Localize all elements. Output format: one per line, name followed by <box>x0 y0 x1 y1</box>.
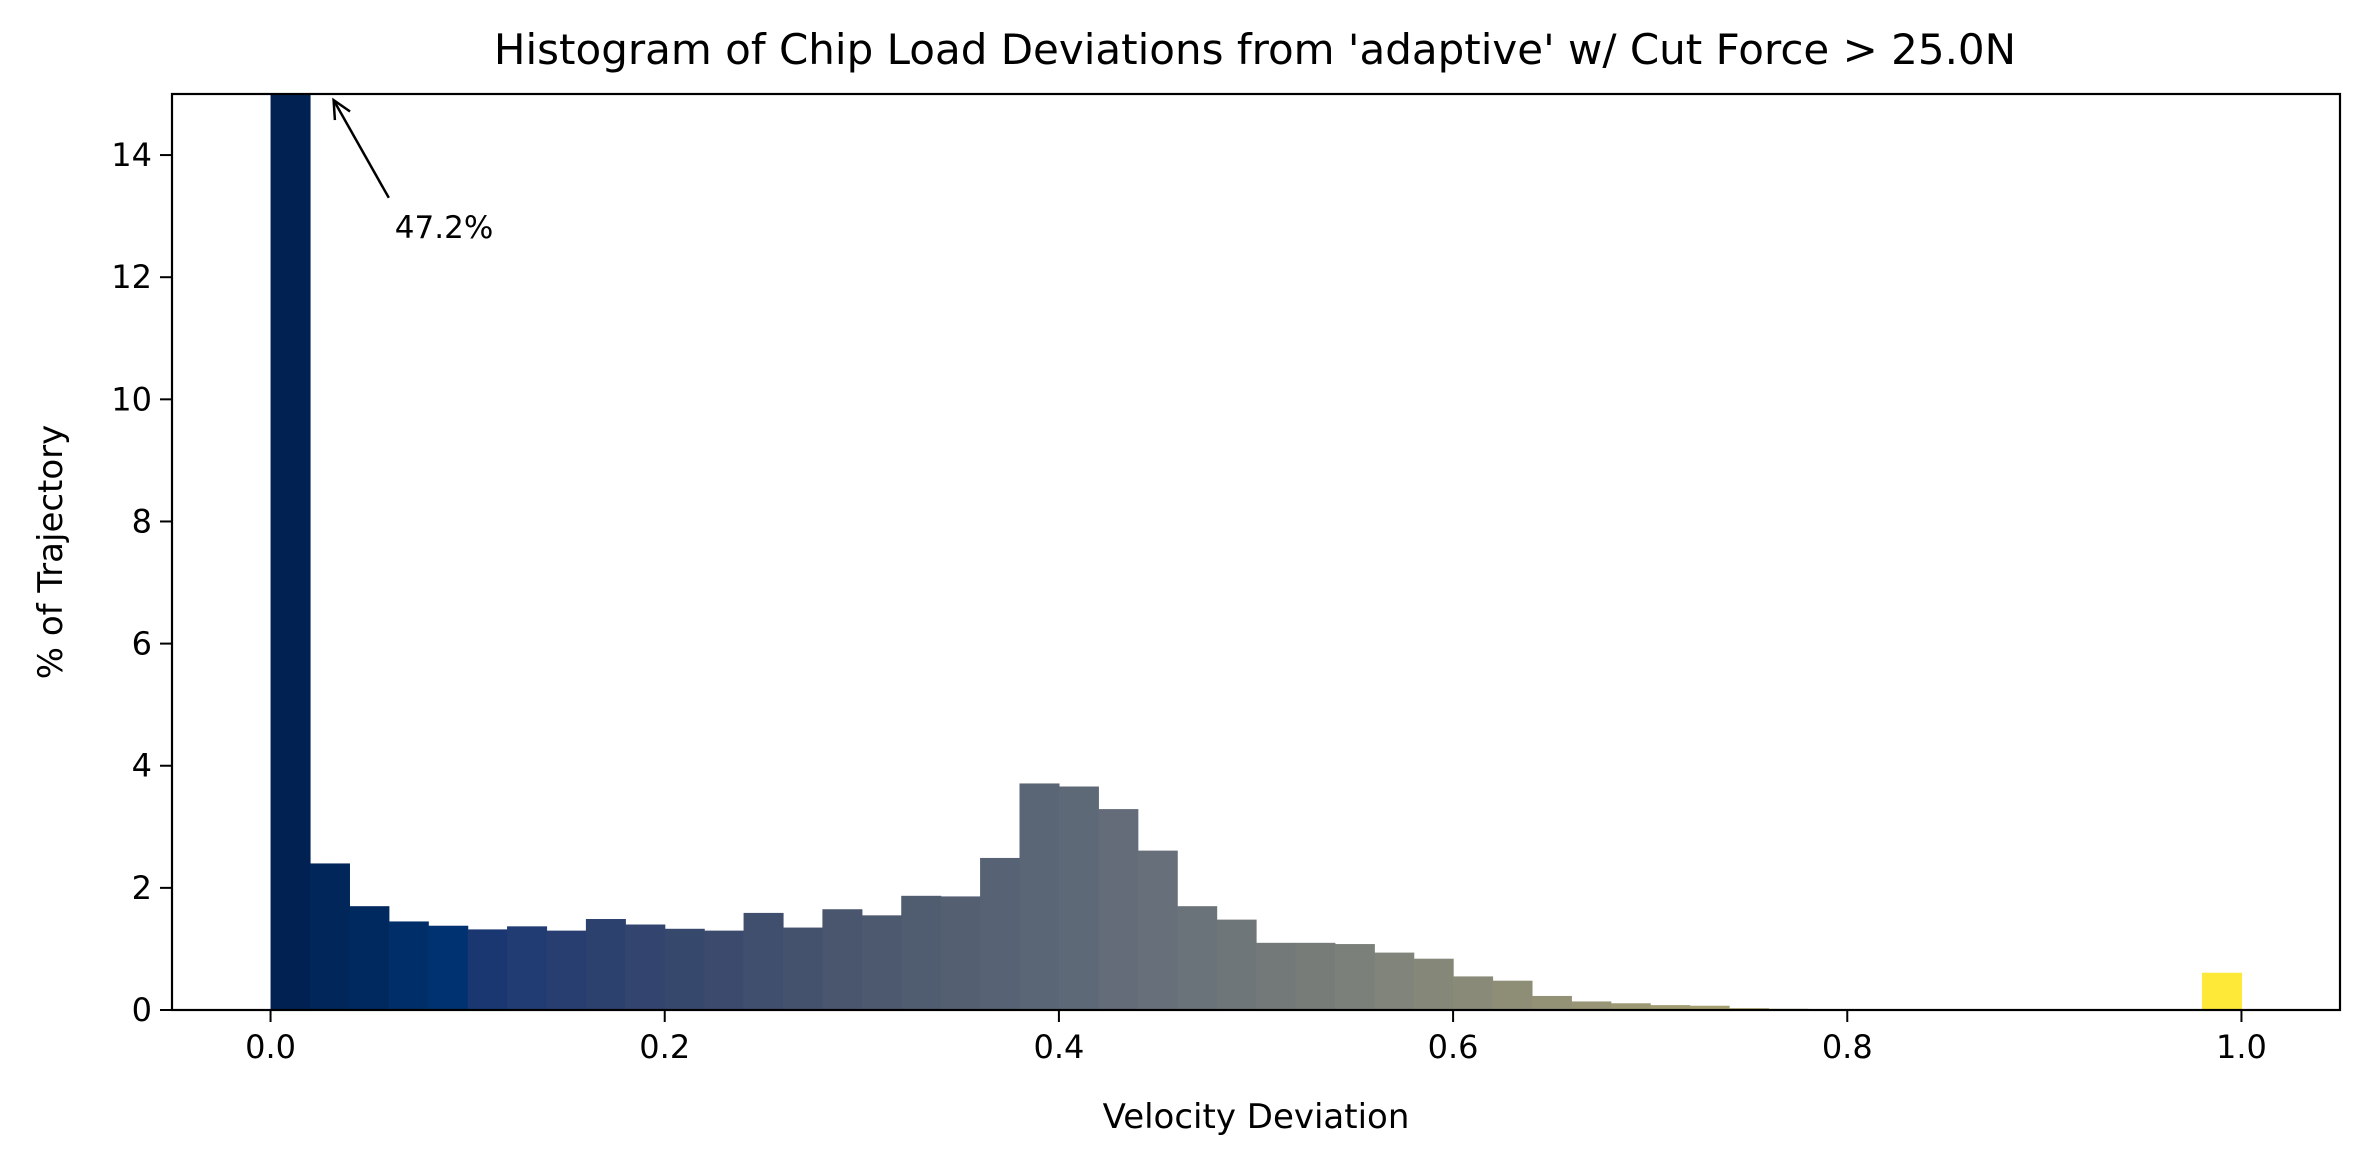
x-tick-label: 0.6 <box>1428 1028 1479 1066</box>
histogram-bar <box>1334 944 1375 1010</box>
y-tick-label: 2 <box>132 869 152 907</box>
x-tick-label: 0.0 <box>245 1028 296 1066</box>
y-tick-label: 12 <box>111 258 152 296</box>
x-tick-label: 0.4 <box>1033 1028 1084 1066</box>
y-axis-label: % of Trajectory <box>31 425 71 680</box>
annotation-arrow-line <box>332 99 390 199</box>
histogram-bar <box>2202 972 2243 1010</box>
histogram-bar <box>980 857 1021 1010</box>
histogram-bar <box>1413 958 1454 1010</box>
plot-frame <box>170 92 2342 1012</box>
annotation-arrow-head <box>332 97 351 121</box>
annotation-label: 47.2% <box>395 210 493 246</box>
chart-title: Histogram of Chip Load Deviations from '… <box>494 25 2016 74</box>
histogram-bar <box>1256 942 1297 1010</box>
histogram-bar <box>1571 1001 1612 1010</box>
histogram-bar <box>1177 906 1218 1010</box>
histogram-bar <box>901 895 942 1010</box>
x-tick-label: 0.8 <box>1822 1028 1873 1066</box>
histogram-bar <box>546 930 587 1010</box>
histogram-bar <box>349 906 390 1010</box>
histogram-bar <box>1531 995 1572 1010</box>
histogram-bar <box>388 921 429 1010</box>
histogram-bar <box>861 915 902 1010</box>
y-tick-label: 4 <box>132 747 152 785</box>
histogram-bar <box>625 924 666 1010</box>
y-tick-label: 10 <box>111 380 152 418</box>
y-tick-label: 6 <box>132 625 152 663</box>
histogram-bar <box>428 925 469 1010</box>
histogram-bar <box>1019 783 1060 1010</box>
x-axis-ticks: 0.0 0.2 0.4 0.6 0.8 1.0 <box>245 1010 2267 1066</box>
histogram-bar <box>1216 919 1257 1010</box>
bars-group <box>270 94 2243 1010</box>
histogram-bar <box>1295 942 1336 1010</box>
histogram-bar <box>1453 976 1494 1010</box>
histogram-bar <box>743 912 784 1010</box>
histogram-bar <box>1137 850 1178 1010</box>
histogram-bar <box>822 909 863 1010</box>
histogram-bar <box>507 926 548 1010</box>
annotation-group: 47.2% <box>332 97 493 246</box>
histogram-bar <box>1492 980 1533 1010</box>
histogram-bar <box>585 919 626 1010</box>
histogram-bar <box>270 94 311 1010</box>
y-axis-ticks: 0 2 4 6 8 10 12 14 <box>111 136 172 1029</box>
histogram-bar <box>1650 1005 1691 1010</box>
histogram-bar <box>1689 1005 1730 1010</box>
histogram-bar <box>1610 1003 1651 1010</box>
y-tick-label: 14 <box>111 136 152 174</box>
histogram-bar <box>940 896 981 1010</box>
y-tick-label: 8 <box>132 502 152 540</box>
histogram-bar <box>1374 952 1415 1010</box>
histogram-bar <box>1058 786 1099 1010</box>
x-tick-label: 1.0 <box>2216 1028 2267 1066</box>
histogram-bar <box>704 930 745 1010</box>
y-tick-label: 0 <box>132 991 152 1029</box>
histogram-bar <box>467 929 508 1010</box>
histogram-bar <box>1098 809 1139 1010</box>
histogram-bar <box>309 863 350 1010</box>
x-tick-label: 0.2 <box>639 1028 690 1066</box>
histogram-bar <box>664 928 705 1010</box>
x-axis-label: Velocity Deviation <box>1103 1097 1410 1137</box>
histogram-bar <box>782 927 823 1010</box>
